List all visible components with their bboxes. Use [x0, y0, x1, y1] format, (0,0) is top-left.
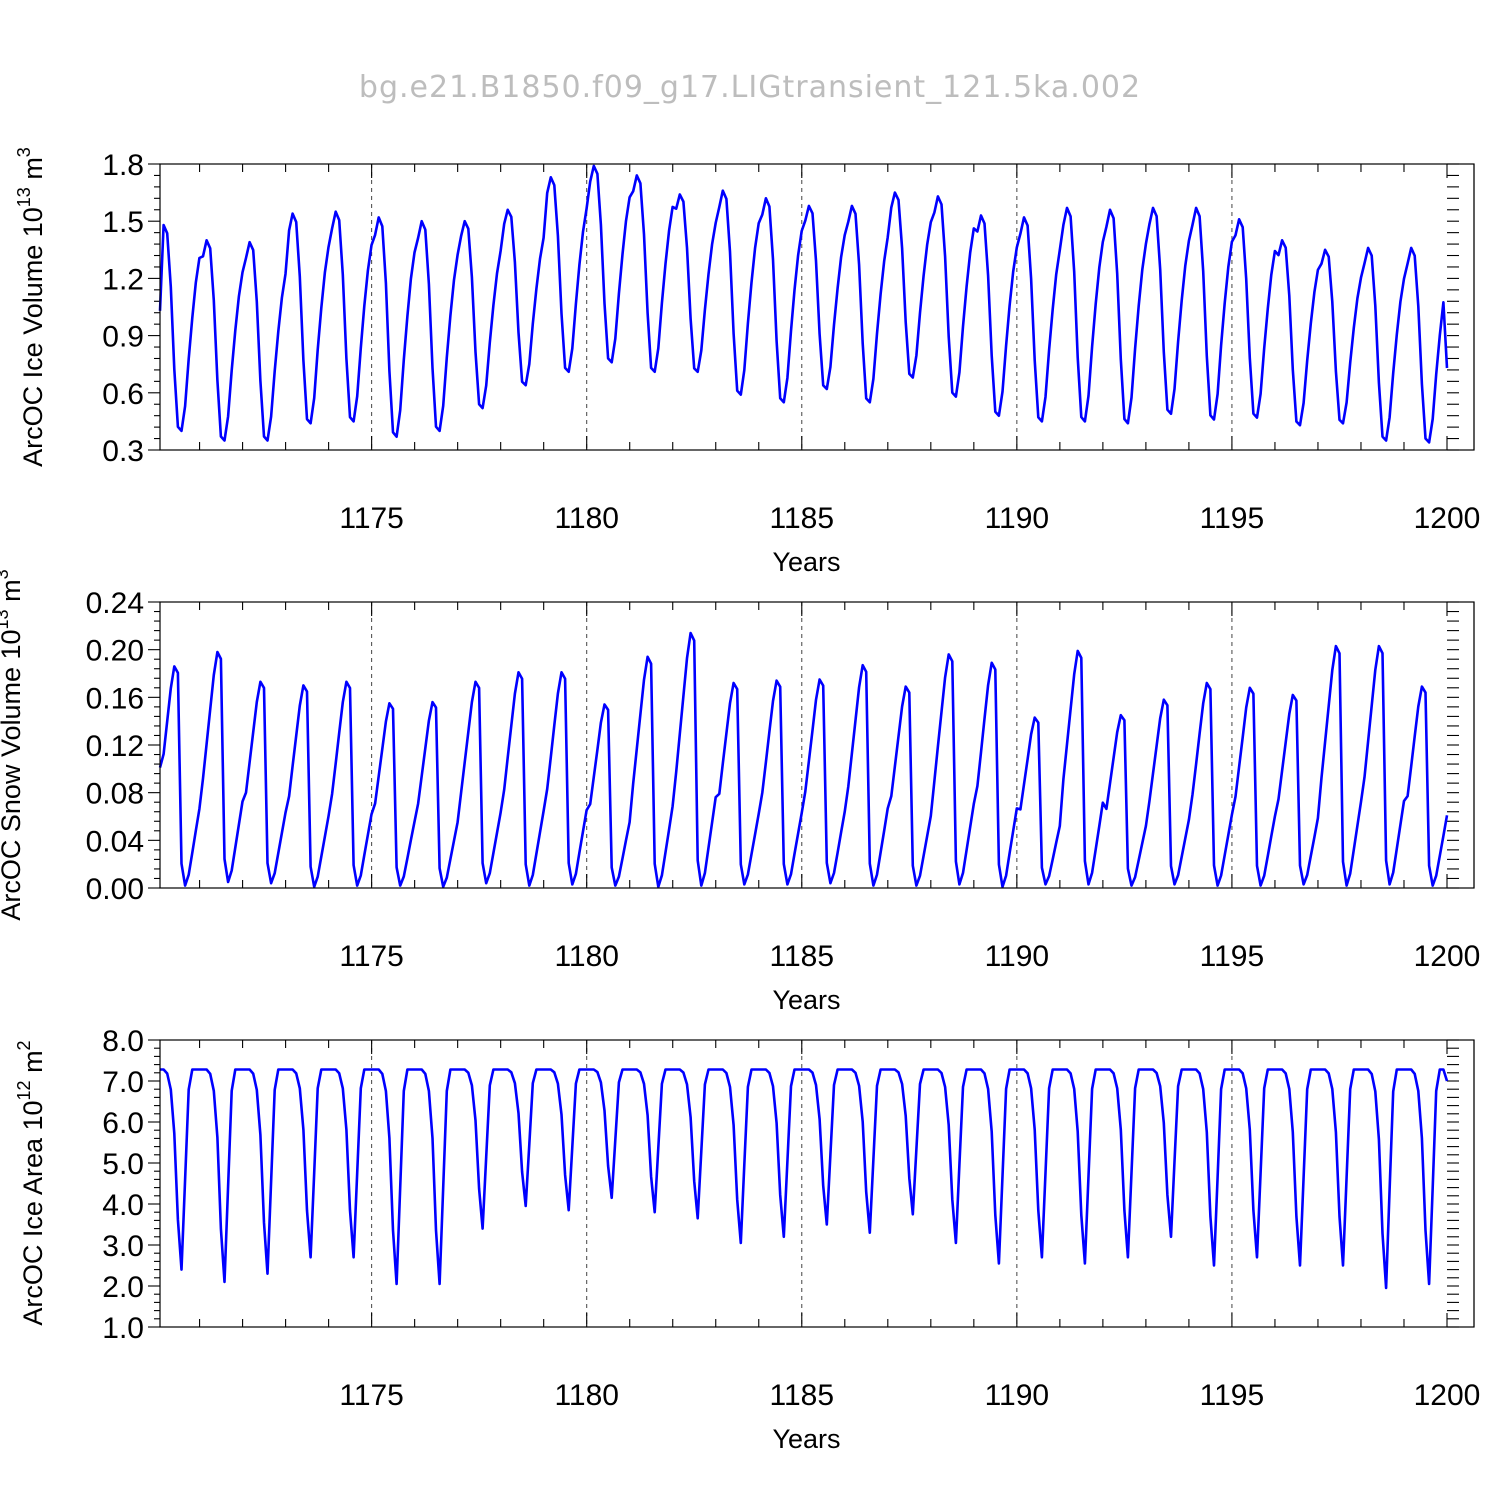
ice-volume-xtick-label-0: 1175	[339, 502, 404, 535]
ice-volume-xtick-label-5: 1200	[1414, 502, 1481, 535]
ice-area-ytick-label-5: 6.0	[102, 1107, 144, 1140]
ice-area-xtick-label-1: 1180	[554, 1379, 619, 1412]
figure-title: bg.e21.B1850.f09_g17.LIGtransient_121.5k…	[359, 70, 1141, 105]
ice-volume-ytick-label-5: 1.8	[102, 149, 144, 182]
ice-volume-panel: 0.3 0.6 0.9 1.2 1.5 1.8 1175 1180 1185 1190 1195 12…	[14, 147, 1480, 577]
ice-volume-ytick-label-4: 1.5	[102, 206, 144, 239]
snow-volume-ytick-label-4: 0.16	[86, 682, 144, 715]
ice-area-ytick-label-7: 8.0	[102, 1025, 144, 1058]
ice-area-ytick-label-6: 7.0	[102, 1066, 144, 1099]
snow-volume-xtick-label-2: 1185	[770, 940, 835, 973]
snow-volume-ytick-label-0: 0.00	[86, 873, 144, 906]
ice-area-ytick-label-2: 3.0	[102, 1230, 144, 1263]
snow-volume-frame	[159, 601, 1475, 889]
snow-volume-ylabel: ArcOC Snow Volume 1013 m3	[0, 569, 26, 920]
ice-area-series-line-0	[160, 1068, 1449, 1290]
snow-volume-xtick-label-4: 1195	[1200, 940, 1265, 973]
ice-area-xtick-label-3: 1190	[985, 1379, 1050, 1412]
ice-area-xtick-label-0: 1175	[339, 1379, 404, 1412]
ice-area-xlabel: Years	[772, 1424, 840, 1454]
ice-area-panel: 1.0 2.0 3.0 4.0 5.0 6.0 7.0 8.0 1175 1180 1185 1190…	[14, 1025, 1480, 1454]
ice-volume-ytick-label-2: 0.9	[102, 321, 144, 354]
snow-volume-xtick-label-0: 1175	[339, 940, 404, 973]
ice-volume-ytick-label-0: 0.3	[102, 435, 144, 468]
snow-volume-ytick-label-1: 0.04	[86, 825, 144, 858]
ice-volume-xtick-label-2: 1185	[770, 502, 835, 535]
ice-area-xtick-label-2: 1185	[770, 1379, 835, 1412]
snow-volume-series-line-0	[158, 631, 1449, 889]
snow-volume-ytick-label-6: 0.24	[86, 587, 144, 620]
ice-area-xtick-label-5: 1200	[1414, 1379, 1481, 1412]
ice-area-ytick-label-1: 2.0	[102, 1271, 144, 1304]
ice-area-ytick-label-3: 4.0	[102, 1189, 144, 1222]
snow-volume-ytick-label-5: 0.20	[86, 635, 144, 668]
snow-volume-xlabel: Years	[772, 985, 840, 1015]
ice-volume-ylabel: ArcOC Ice Volume 1013 m3	[14, 147, 48, 467]
snow-volume-xtick-label-5: 1200	[1414, 940, 1481, 973]
ice-area-ytick-label-0: 1.0	[102, 1312, 144, 1345]
snow-volume-xtick-label-3: 1190	[985, 940, 1050, 973]
snow-volume-ytick-label-3: 0.12	[86, 730, 144, 763]
ice-volume-series-line-0	[158, 164, 1449, 444]
ice-area-ytick-label-4: 5.0	[102, 1148, 144, 1181]
ice-volume-xtick-label-1: 1180	[554, 502, 619, 535]
ice-volume-xtick-label-4: 1195	[1200, 502, 1265, 535]
snow-volume-xtick-label-1: 1180	[554, 940, 619, 973]
ice-volume-xtick-label-3: 1190	[985, 502, 1050, 535]
ice-volume-ytick-label-3: 1.2	[102, 263, 144, 296]
snow-volume-panel: 0.00 0.04 0.08 0.12 0.16 0.20 0.24 1175 1180 1185…	[0, 569, 1480, 1015]
ice-volume-ytick-label-1: 0.6	[102, 378, 144, 411]
ice-area-ylabel: ArcOC Ice Area 1012 m2	[14, 1040, 48, 1325]
snow-volume-ytick-label-2: 0.08	[86, 778, 144, 811]
ice-volume-xlabel: Years	[772, 547, 840, 577]
ice-area-xtick-label-4: 1195	[1200, 1379, 1265, 1412]
